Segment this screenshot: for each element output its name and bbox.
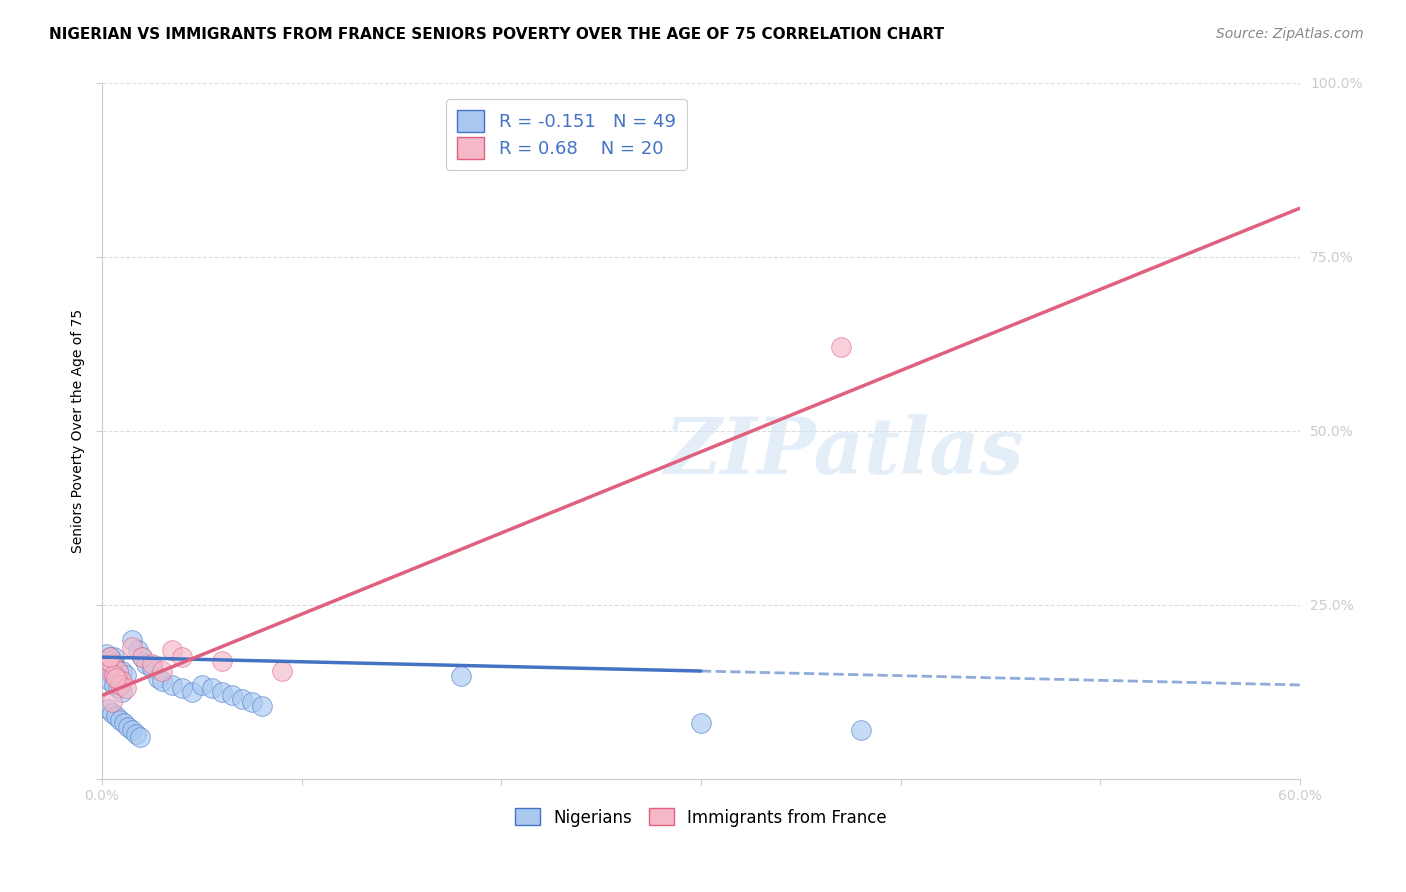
Point bbox=[121, 632, 143, 647]
Point bbox=[211, 685, 233, 699]
Point bbox=[180, 685, 202, 699]
Point bbox=[101, 695, 124, 709]
Text: NIGERIAN VS IMMIGRANTS FROM FRANCE SENIORS POVERTY OVER THE AGE OF 75 CORRELATIO: NIGERIAN VS IMMIGRANTS FROM FRANCE SENIO… bbox=[49, 27, 945, 42]
Point bbox=[98, 650, 121, 665]
Point bbox=[135, 657, 157, 671]
Legend: Nigerians, Immigrants from France: Nigerians, Immigrants from France bbox=[509, 802, 893, 833]
Point bbox=[111, 674, 134, 689]
Point bbox=[94, 647, 117, 661]
Point bbox=[221, 689, 243, 703]
Point bbox=[111, 664, 134, 678]
Point bbox=[98, 674, 121, 689]
Point bbox=[97, 654, 120, 668]
Point bbox=[231, 691, 253, 706]
Point bbox=[103, 657, 125, 671]
Point bbox=[97, 702, 120, 716]
Point bbox=[211, 654, 233, 668]
Point bbox=[131, 650, 153, 665]
Text: Source: ZipAtlas.com: Source: ZipAtlas.com bbox=[1216, 27, 1364, 41]
Point bbox=[103, 650, 125, 665]
Point bbox=[101, 657, 124, 671]
Point bbox=[108, 671, 131, 685]
Point bbox=[150, 674, 173, 689]
Point bbox=[849, 723, 872, 738]
Point bbox=[128, 730, 150, 744]
Point bbox=[450, 669, 472, 683]
Point bbox=[108, 713, 131, 727]
Point bbox=[103, 678, 125, 692]
Point bbox=[107, 664, 129, 678]
Point bbox=[115, 681, 138, 696]
Point bbox=[170, 681, 193, 696]
Point bbox=[98, 650, 121, 665]
Point bbox=[104, 664, 127, 678]
Point bbox=[689, 716, 711, 731]
Point bbox=[97, 660, 120, 674]
Point bbox=[101, 657, 124, 671]
Point bbox=[101, 706, 124, 720]
Y-axis label: Seniors Poverty Over the Age of 75: Seniors Poverty Over the Age of 75 bbox=[72, 309, 86, 553]
Point bbox=[131, 650, 153, 665]
Point bbox=[127, 643, 149, 657]
Point bbox=[240, 695, 263, 709]
Point bbox=[121, 723, 143, 738]
Point bbox=[101, 667, 124, 681]
Point bbox=[94, 657, 117, 671]
Point bbox=[121, 640, 143, 654]
Point bbox=[141, 657, 163, 671]
Point bbox=[104, 660, 127, 674]
Point bbox=[104, 709, 127, 723]
Point bbox=[190, 678, 212, 692]
Point bbox=[150, 664, 173, 678]
Point bbox=[146, 671, 169, 685]
Point bbox=[108, 678, 131, 692]
Point bbox=[125, 727, 148, 741]
Point bbox=[117, 720, 139, 734]
Point bbox=[170, 650, 193, 665]
Point bbox=[107, 664, 129, 678]
Point bbox=[98, 654, 121, 668]
Point bbox=[830, 340, 852, 354]
Point bbox=[115, 667, 138, 681]
Point bbox=[94, 660, 117, 674]
Point bbox=[107, 681, 129, 696]
Point bbox=[97, 654, 120, 668]
Point bbox=[112, 716, 135, 731]
Point bbox=[160, 678, 183, 692]
Point bbox=[160, 643, 183, 657]
Point bbox=[104, 671, 127, 685]
Point bbox=[111, 685, 134, 699]
Point bbox=[141, 660, 163, 674]
Text: ZIPatlas: ZIPatlas bbox=[665, 414, 1025, 490]
Point bbox=[103, 667, 125, 681]
Point bbox=[250, 698, 273, 713]
Point bbox=[270, 664, 292, 678]
Point bbox=[201, 681, 224, 696]
